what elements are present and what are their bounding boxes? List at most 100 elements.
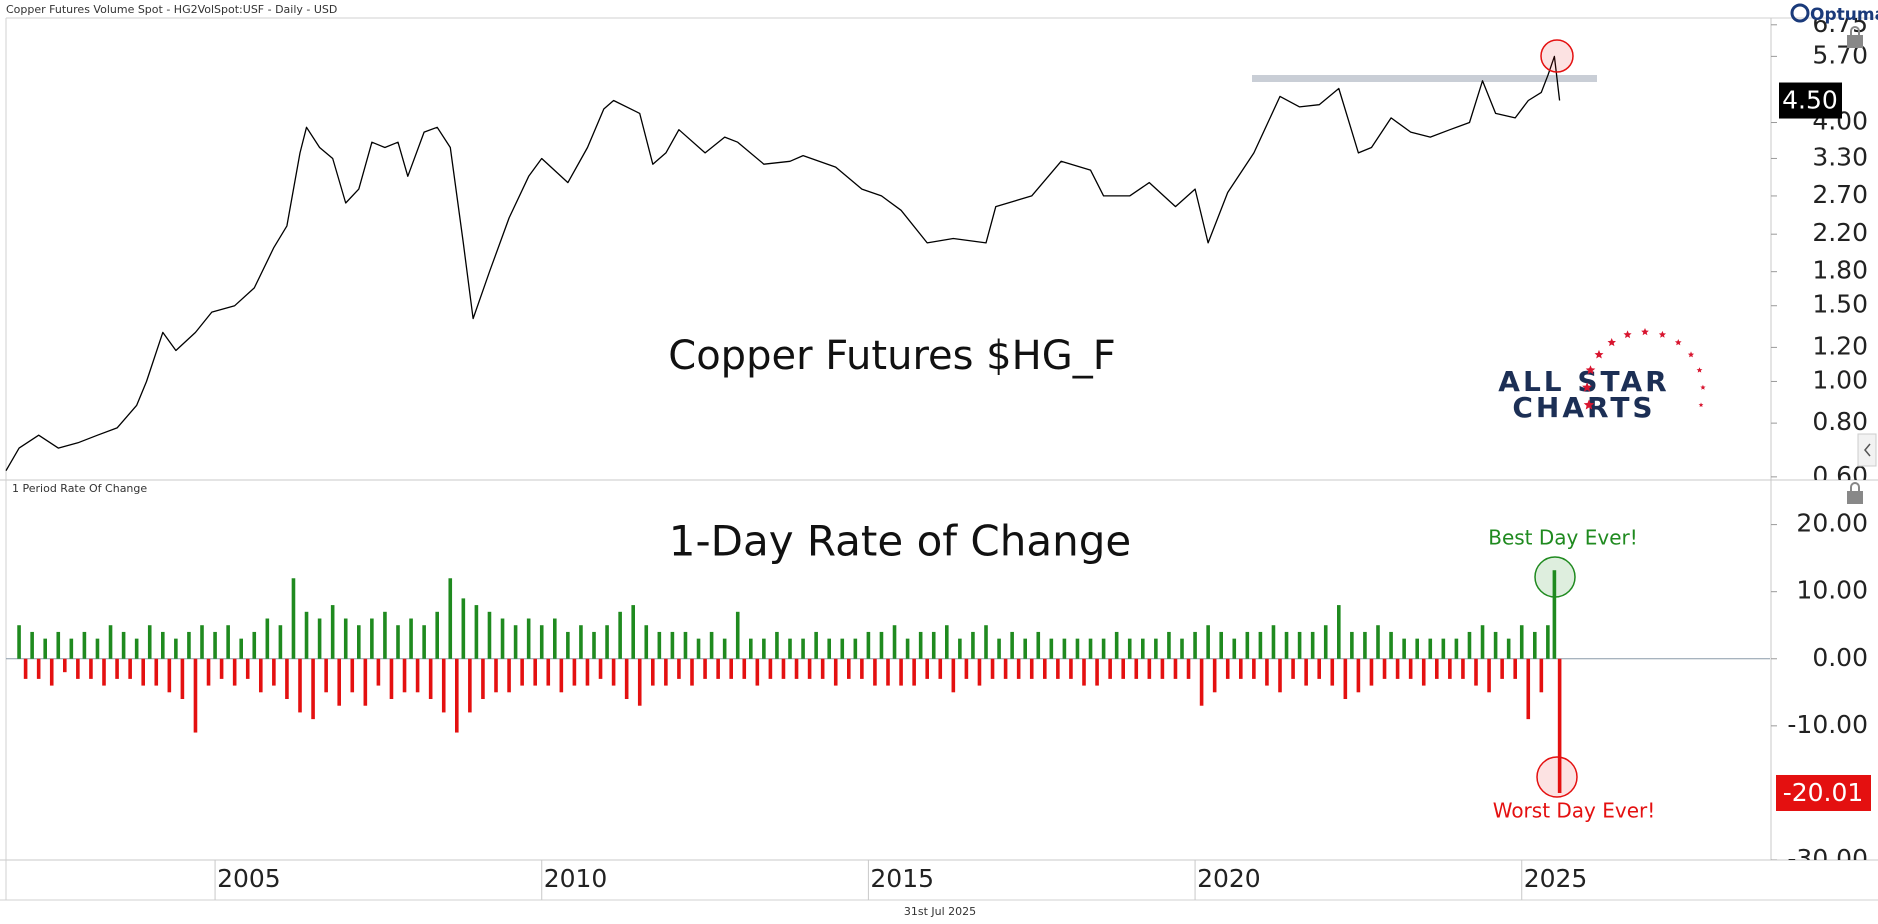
bar xyxy=(311,658,315,720)
bar xyxy=(95,638,100,659)
bar xyxy=(729,658,733,679)
x-tick-label: 2005 xyxy=(217,864,281,893)
bar xyxy=(102,658,106,686)
bar xyxy=(383,611,387,659)
bar xyxy=(1467,631,1472,659)
bar xyxy=(1304,658,1308,686)
logo-star xyxy=(1658,330,1666,338)
bar xyxy=(1557,658,1562,793)
bar xyxy=(1225,658,1230,679)
bar xyxy=(1323,625,1328,659)
resistance-band xyxy=(1252,75,1597,82)
bar xyxy=(1088,638,1093,659)
bar xyxy=(1069,658,1073,679)
bar xyxy=(905,638,910,659)
bar xyxy=(108,625,113,659)
bar xyxy=(154,658,159,686)
bar xyxy=(1337,605,1341,659)
bar xyxy=(219,658,224,679)
bar xyxy=(664,658,668,686)
bar xyxy=(892,625,897,659)
bar xyxy=(396,625,400,659)
bar xyxy=(755,658,760,686)
bar xyxy=(801,638,805,659)
bar xyxy=(775,631,779,659)
bar xyxy=(232,658,237,686)
bar xyxy=(768,658,773,679)
bar xyxy=(63,658,67,673)
logo-star xyxy=(1687,351,1695,358)
bar xyxy=(422,625,426,659)
y-tick-label: 3.30 xyxy=(1812,142,1868,171)
bar xyxy=(357,625,361,659)
bar xyxy=(1029,658,1034,679)
footer-date: 31st Jul 2025 xyxy=(904,905,976,918)
bar xyxy=(749,638,753,659)
bar xyxy=(1023,638,1027,659)
bar xyxy=(494,658,498,693)
bar xyxy=(1539,658,1544,693)
bar xyxy=(1500,658,1504,679)
bar xyxy=(559,658,564,693)
lock-icon[interactable] xyxy=(1847,482,1863,504)
bar xyxy=(448,578,453,659)
bar xyxy=(1271,625,1276,659)
y-tick-label: 1.20 xyxy=(1812,331,1868,360)
bar xyxy=(1186,658,1191,679)
bar xyxy=(1363,631,1367,659)
lock-icon[interactable] xyxy=(1847,26,1863,48)
bar xyxy=(696,638,701,659)
bar xyxy=(167,658,172,693)
last-value-box xyxy=(1779,82,1842,119)
bar xyxy=(677,658,681,679)
bar xyxy=(193,658,198,733)
bar xyxy=(866,631,871,659)
bar xyxy=(1160,658,1165,679)
bar xyxy=(579,625,583,659)
x-tick-label: 2025 xyxy=(1524,864,1588,893)
bar xyxy=(1493,631,1498,659)
y-tick-label: 2.70 xyxy=(1812,180,1868,209)
bar xyxy=(873,658,877,686)
y-tick-label: 0.60 xyxy=(1812,461,1868,490)
x-tick-label: 2010 xyxy=(544,864,608,893)
bar xyxy=(1265,658,1269,686)
bar xyxy=(513,625,518,659)
bar xyxy=(23,658,28,679)
bar xyxy=(468,658,472,713)
bar xyxy=(807,658,812,679)
bar xyxy=(1016,658,1021,679)
roc-axis: 20.00 10.00 0.00 -10.00 -30.00 xyxy=(1771,509,1868,860)
bar xyxy=(709,631,714,659)
bar xyxy=(735,611,740,659)
bar xyxy=(206,658,211,686)
bar xyxy=(1082,658,1086,686)
bar xyxy=(1010,631,1014,659)
collapse-button[interactable] xyxy=(1857,433,1877,467)
bar xyxy=(1356,658,1361,693)
bar xyxy=(363,658,368,706)
logo-text: ALL STAR xyxy=(1498,365,1669,398)
bar xyxy=(1127,638,1132,659)
bar xyxy=(788,638,792,659)
y-tick-label: 6.75 xyxy=(1812,9,1868,38)
bar xyxy=(1506,638,1511,659)
bar xyxy=(1297,631,1302,659)
bar xyxy=(886,658,890,686)
bar xyxy=(1206,625,1210,659)
bar xyxy=(853,638,858,659)
bar xyxy=(1474,658,1478,686)
highlight-circle xyxy=(1534,556,1576,598)
bar xyxy=(1369,658,1374,686)
bar xyxy=(1095,658,1099,686)
bar xyxy=(827,638,831,659)
roc-panel xyxy=(6,570,1770,793)
bar xyxy=(428,658,433,700)
bar xyxy=(343,618,348,659)
bar xyxy=(572,658,577,686)
bar xyxy=(1121,658,1125,679)
bar xyxy=(971,631,975,659)
bar xyxy=(553,618,557,659)
